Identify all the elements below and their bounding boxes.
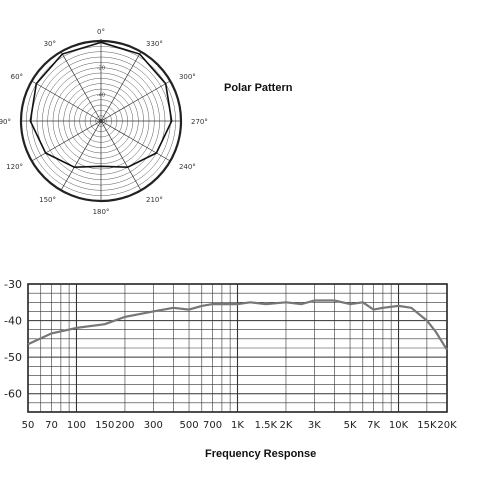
- freq-x-tick-label: 7K: [367, 420, 380, 431]
- polar-spoke: [100, 51, 142, 122]
- freq-x-tick-label: 15K: [417, 420, 437, 431]
- polar-angle-label: 120°: [6, 163, 23, 171]
- freq-x-tick-label: 150: [95, 420, 114, 431]
- polar-angle-label: 0°: [97, 28, 105, 36]
- polar-pattern-chart: 0° 30° 60° 90° 120° 150° 180° 210° 240° 270° 300° 3…: [0, 28, 208, 215]
- polar-response-curve: [29, 41, 173, 168]
- polar-spoke: [60, 51, 102, 122]
- polar-radial-label: -40: [97, 92, 105, 98]
- freq-y-tick-label: -60: [4, 388, 22, 401]
- freq-x-tick-label: 5K: [344, 420, 357, 431]
- frequency-response-chart: -30 -40 -50 -60 50 70 100 150 200 300 500 700 1K 1.5K…: [4, 278, 457, 431]
- freq-x-tick-label: 300: [144, 420, 163, 431]
- polar-spoke: [100, 80, 171, 122]
- freq-x-tick-label: 700: [203, 420, 222, 431]
- polar-angle-label: 270°: [191, 118, 208, 126]
- polar-radial-label: -20: [97, 66, 105, 72]
- polar-angle-label: 180°: [93, 208, 110, 215]
- polar-spoke: [31, 120, 102, 162]
- freq-x-tick-label: 3K: [308, 420, 321, 431]
- freq-x-tick-label: 20K: [437, 420, 457, 431]
- frequency-response-caption: Frequency Response: [205, 448, 317, 460]
- freq-x-tick-label: 70: [45, 420, 58, 431]
- freq-x-tick-label: 2K: [280, 420, 293, 431]
- polar-radial-label: -60: [97, 119, 105, 125]
- freq-x-tick-label: 1.5K: [255, 420, 278, 431]
- polar-spoke: [31, 80, 102, 122]
- freq-x-tick-label: 200: [115, 420, 134, 431]
- freq-y-tick-label: -50: [4, 351, 22, 364]
- polar-angle-label: 90°: [0, 118, 11, 126]
- polar-spoke: [100, 120, 171, 162]
- polar-angle-label: 300°: [179, 73, 196, 81]
- freq-x-tick-label: 1K: [231, 420, 244, 431]
- freq-response-line: [27, 299, 448, 351]
- freq-x-tick-label: 100: [67, 420, 86, 431]
- polar-angle-label: 210°: [146, 196, 163, 204]
- freq-y-tick-label: -30: [4, 278, 22, 291]
- polar-spoke: [100, 120, 142, 191]
- polar-angle-label: 330°: [146, 40, 163, 48]
- polar-pattern-caption: Polar Pattern: [224, 82, 293, 94]
- polar-angle-label: 60°: [11, 73, 23, 81]
- freq-x-tick-label: 50: [22, 420, 35, 431]
- freq-x-tick-label: 500: [179, 420, 198, 431]
- freq-x-tick-label: 10K: [389, 420, 409, 431]
- polar-angle-label: 150°: [39, 196, 56, 204]
- polar-spoke: [60, 120, 102, 191]
- polar-angle-label: 30°: [44, 40, 56, 48]
- polar-angle-label: 240°: [179, 163, 196, 171]
- freq-y-tick-label: -40: [4, 315, 22, 328]
